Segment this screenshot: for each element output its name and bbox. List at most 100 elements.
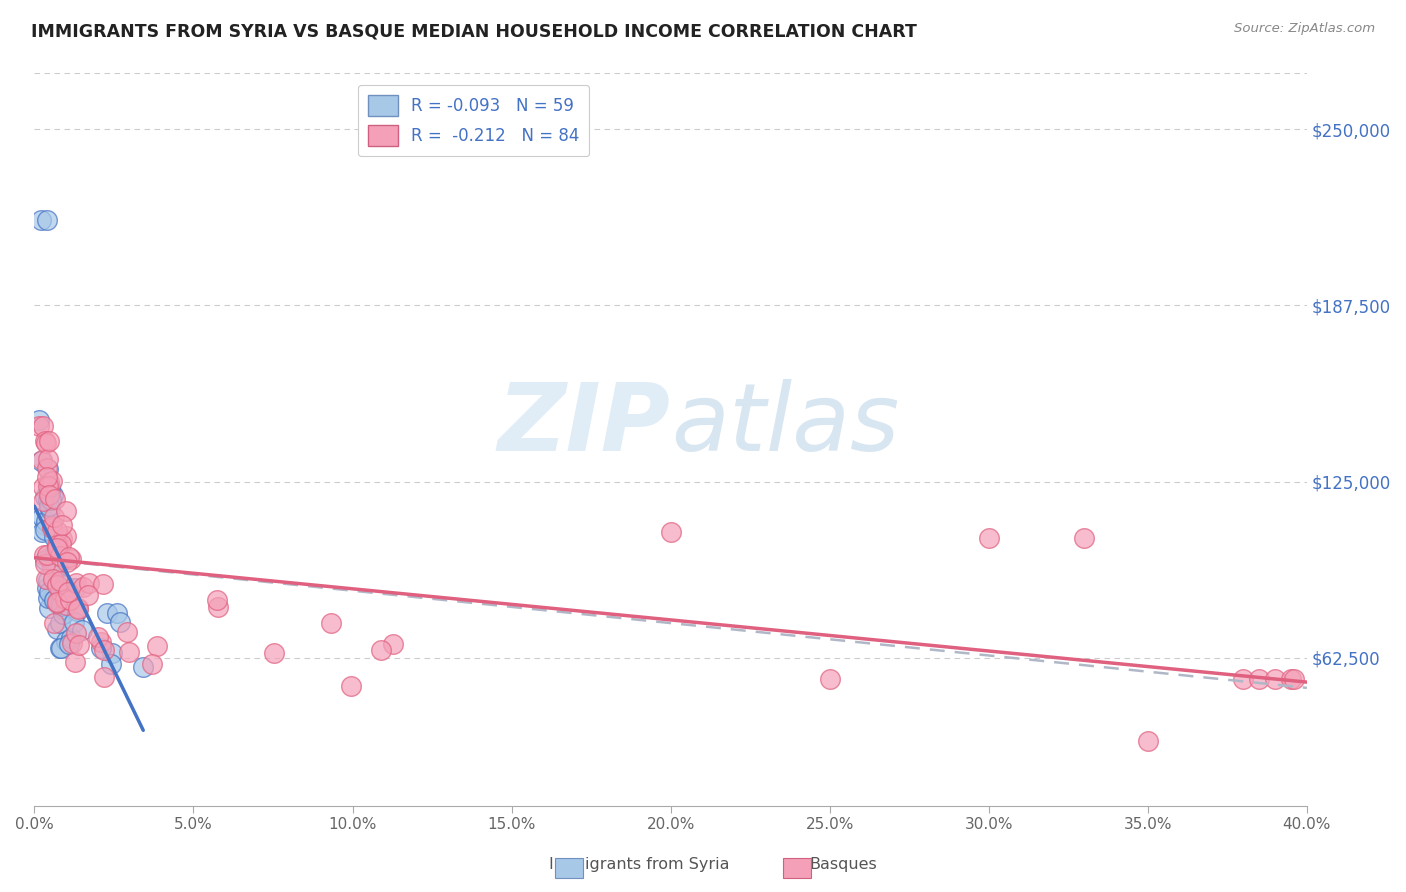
Point bbox=[51, 532, 73, 546]
Point bbox=[28, 419, 51, 434]
Point bbox=[63, 655, 86, 669]
Point bbox=[76, 588, 98, 602]
Point bbox=[32, 548, 55, 562]
Point bbox=[60, 636, 83, 650]
Point bbox=[39, 480, 62, 494]
Point bbox=[1282, 672, 1305, 686]
Point bbox=[51, 537, 73, 551]
Point bbox=[39, 486, 62, 500]
Point bbox=[63, 581, 86, 595]
Point bbox=[67, 601, 90, 615]
Point bbox=[69, 638, 91, 652]
Point bbox=[100, 657, 122, 672]
Point bbox=[101, 646, 124, 660]
Point bbox=[37, 452, 59, 467]
Point bbox=[34, 553, 56, 567]
Point bbox=[37, 470, 59, 484]
Point bbox=[38, 550, 60, 565]
Point bbox=[44, 558, 66, 572]
Point bbox=[96, 606, 118, 620]
Point bbox=[44, 592, 66, 607]
Point bbox=[38, 585, 60, 599]
Point bbox=[1073, 531, 1095, 545]
Point bbox=[45, 596, 67, 610]
Point bbox=[46, 538, 69, 552]
Point bbox=[93, 670, 115, 684]
Point bbox=[34, 558, 56, 572]
Point bbox=[46, 594, 69, 608]
Point bbox=[55, 598, 77, 612]
Point bbox=[35, 548, 58, 562]
Point bbox=[207, 599, 229, 614]
Point bbox=[977, 531, 1000, 545]
Point bbox=[93, 642, 115, 657]
Point bbox=[41, 560, 63, 574]
Point bbox=[65, 576, 87, 591]
Point bbox=[108, 615, 131, 629]
Point bbox=[51, 640, 73, 655]
Point bbox=[38, 475, 60, 489]
Point bbox=[28, 412, 51, 426]
Point bbox=[41, 474, 63, 488]
Point bbox=[48, 559, 70, 574]
Point bbox=[370, 642, 392, 657]
Point bbox=[41, 591, 63, 605]
Point bbox=[79, 576, 101, 591]
Point bbox=[35, 514, 58, 528]
Point bbox=[90, 641, 112, 656]
Text: ZIP: ZIP bbox=[498, 378, 671, 471]
Point bbox=[115, 624, 138, 639]
Point bbox=[42, 616, 65, 631]
Point bbox=[49, 596, 72, 610]
Point bbox=[34, 517, 56, 532]
Point bbox=[32, 480, 55, 494]
Point bbox=[46, 547, 69, 561]
Point bbox=[45, 541, 67, 555]
Point bbox=[42, 593, 65, 607]
Point bbox=[37, 591, 59, 605]
Point bbox=[39, 492, 62, 507]
Point bbox=[1249, 672, 1271, 686]
Point bbox=[55, 529, 77, 543]
Point bbox=[35, 572, 58, 586]
Point bbox=[48, 615, 70, 630]
Point bbox=[49, 641, 72, 656]
Point bbox=[41, 519, 63, 533]
Point bbox=[56, 585, 79, 599]
Point bbox=[30, 212, 52, 227]
Point bbox=[63, 615, 86, 629]
Point bbox=[59, 592, 82, 607]
Point bbox=[42, 573, 65, 587]
Point bbox=[44, 492, 66, 507]
Point bbox=[30, 454, 52, 468]
Point bbox=[45, 595, 67, 609]
Text: IMMIGRANTS FROM SYRIA VS BASQUE MEDIAN HOUSEHOLD INCOME CORRELATION CHART: IMMIGRANTS FROM SYRIA VS BASQUE MEDIAN H… bbox=[31, 22, 917, 40]
Point bbox=[49, 583, 72, 598]
Point bbox=[44, 543, 66, 558]
Point bbox=[105, 607, 128, 621]
Point bbox=[1279, 672, 1302, 686]
Point bbox=[37, 462, 59, 476]
Point bbox=[321, 616, 343, 631]
Point bbox=[52, 607, 75, 622]
Text: Basques: Basques bbox=[810, 857, 877, 872]
Point bbox=[38, 488, 60, 502]
Point bbox=[45, 623, 67, 637]
Point bbox=[70, 623, 93, 637]
Point bbox=[34, 434, 56, 449]
Point bbox=[340, 679, 363, 693]
Point bbox=[31, 494, 53, 508]
Point bbox=[37, 492, 59, 507]
Point bbox=[205, 592, 228, 607]
Point bbox=[35, 212, 58, 227]
Point bbox=[31, 524, 53, 539]
Point bbox=[56, 555, 79, 569]
Point bbox=[65, 626, 87, 640]
Point bbox=[72, 580, 94, 594]
Point bbox=[132, 660, 155, 674]
Point bbox=[42, 509, 65, 524]
Point bbox=[42, 529, 65, 543]
Point bbox=[46, 538, 69, 552]
Point bbox=[32, 419, 55, 434]
Point bbox=[35, 435, 58, 450]
